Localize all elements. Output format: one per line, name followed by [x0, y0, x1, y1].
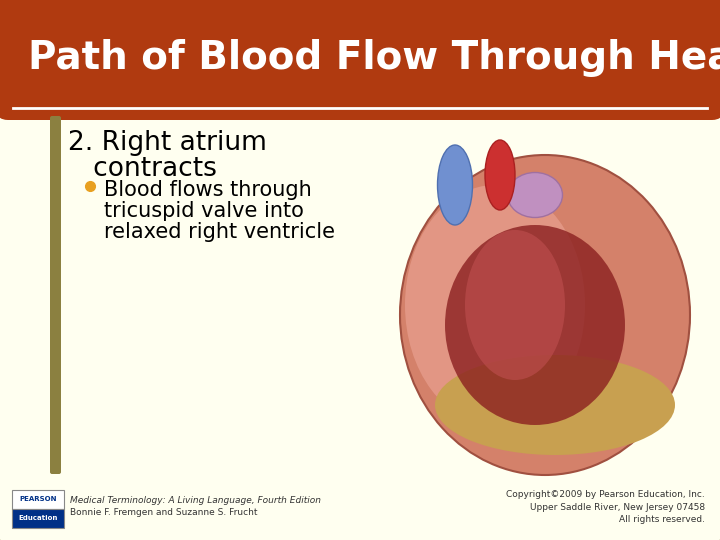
Text: Blood flows through: Blood flows through	[104, 180, 312, 200]
Text: PEARSON: PEARSON	[19, 496, 57, 502]
Ellipse shape	[445, 225, 625, 425]
Text: Copyright©2009 by Pearson Education, Inc.
Upper Saddle River, New Jersey 07458
A: Copyright©2009 by Pearson Education, Inc…	[506, 490, 705, 524]
Text: Medical Terminology: A Living Language, Fourth Edition: Medical Terminology: A Living Language, …	[70, 496, 321, 505]
Bar	[360, 98, 710, 472]
Text: relaxed right ventricle: relaxed right ventricle	[104, 222, 335, 242]
Text: contracts: contracts	[68, 156, 217, 182]
Text: Bonnie F. Fremgen and Suzanne S. Frucht: Bonnie F. Fremgen and Suzanne S. Frucht	[70, 508, 258, 517]
Text: Path of Blood Flow Through Heart: Path of Blood Flow Through Heart	[28, 39, 720, 77]
Text: Education: Education	[18, 515, 58, 521]
Ellipse shape	[438, 145, 472, 225]
Bar	[12, 509, 64, 528]
Ellipse shape	[508, 172, 562, 218]
Ellipse shape	[405, 185, 585, 425]
Ellipse shape	[465, 230, 565, 380]
Ellipse shape	[485, 140, 515, 210]
FancyBboxPatch shape	[0, 0, 720, 120]
Ellipse shape	[400, 155, 690, 475]
Ellipse shape	[435, 355, 675, 455]
FancyBboxPatch shape	[50, 116, 61, 474]
Bar	[8, 58, 712, 108]
Bar	[12, 490, 64, 509]
Text: 2. Right atrium: 2. Right atrium	[68, 130, 267, 156]
Text: tricuspid valve into: tricuspid valve into	[104, 201, 304, 221]
